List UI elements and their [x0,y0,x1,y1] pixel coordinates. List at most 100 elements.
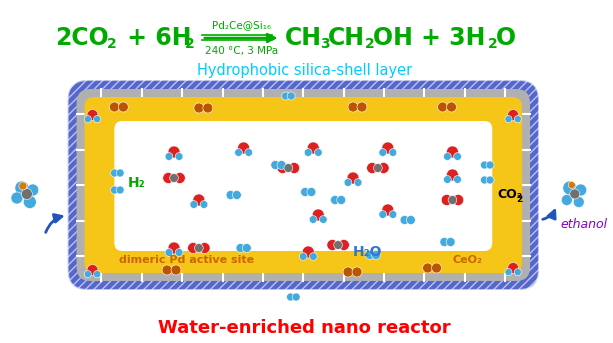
Circle shape [87,109,98,120]
Circle shape [441,194,452,205]
Circle shape [168,242,180,254]
Circle shape [338,239,349,250]
Circle shape [23,196,36,209]
Circle shape [110,186,118,194]
Circle shape [165,249,173,257]
Text: CH: CH [328,26,365,50]
Text: 2: 2 [516,194,522,203]
Circle shape [446,102,457,112]
Circle shape [454,176,462,184]
Circle shape [116,169,124,177]
Circle shape [562,194,573,205]
Circle shape [444,153,451,161]
Circle shape [448,196,457,204]
Circle shape [188,243,199,253]
Circle shape [354,179,362,186]
Circle shape [170,174,178,182]
Text: dimeric Pd active site: dimeric Pd active site [120,255,254,265]
Text: Pd₂Ce@Si₁₆: Pd₂Ce@Si₁₆ [211,20,271,30]
Circle shape [110,169,118,177]
Text: 240 °C, 3 MPa: 240 °C, 3 MPa [205,46,278,56]
Circle shape [357,102,367,112]
FancyBboxPatch shape [115,121,492,251]
Circle shape [389,211,397,218]
Circle shape [514,269,521,276]
Circle shape [292,293,300,301]
Circle shape [454,153,462,161]
Circle shape [568,181,575,189]
Circle shape [481,161,489,169]
Circle shape [174,173,185,184]
Circle shape [162,265,172,275]
Text: O: O [496,26,516,50]
Text: 2: 2 [365,37,375,51]
Circle shape [330,196,340,204]
Circle shape [343,267,353,277]
Circle shape [347,172,359,184]
Circle shape [175,249,183,257]
Circle shape [84,271,91,278]
Circle shape [514,116,521,123]
Circle shape [310,252,317,260]
Circle shape [352,267,362,277]
Circle shape [242,244,251,252]
Circle shape [307,188,316,197]
Circle shape [481,176,489,184]
Circle shape [508,262,519,273]
Circle shape [168,146,180,158]
Text: H₂O: H₂O [353,245,383,259]
Circle shape [382,142,394,154]
FancyBboxPatch shape [85,97,522,273]
Circle shape [284,164,293,173]
Circle shape [327,239,338,250]
Circle shape [118,102,128,112]
Circle shape [193,194,205,206]
Circle shape [277,163,288,174]
Circle shape [165,153,173,161]
Circle shape [302,246,314,258]
Circle shape [194,103,204,113]
Circle shape [310,216,317,223]
Circle shape [486,176,494,184]
Text: 2CO: 2CO [55,26,109,50]
Circle shape [190,201,198,209]
Circle shape [446,237,455,247]
Text: CH: CH [284,26,321,50]
Circle shape [194,244,204,252]
Circle shape [116,186,124,194]
Circle shape [314,149,322,156]
Text: Hydrophobic silica-shell layer: Hydrophobic silica-shell layer [197,62,413,78]
Text: 2: 2 [185,37,195,51]
Circle shape [199,243,210,253]
Text: OH + 3H: OH + 3H [373,26,485,50]
Circle shape [109,102,120,112]
Circle shape [235,149,243,156]
Circle shape [422,263,433,273]
Circle shape [271,161,280,169]
Circle shape [287,92,295,100]
Circle shape [236,244,245,252]
Text: 2: 2 [489,37,498,51]
Circle shape [570,189,580,199]
Circle shape [94,271,101,278]
Text: 3: 3 [320,37,330,51]
Circle shape [300,188,310,197]
Circle shape [406,215,416,225]
Circle shape [438,102,447,112]
Circle shape [575,184,587,196]
Circle shape [277,161,286,169]
Circle shape [365,250,375,260]
Text: Water-enriched nano reactor: Water-enriched nano reactor [159,319,451,337]
Circle shape [573,197,584,208]
Circle shape [94,116,101,123]
FancyBboxPatch shape [77,89,530,281]
Circle shape [432,263,441,273]
Circle shape [446,146,459,158]
Circle shape [312,209,324,221]
Circle shape [11,192,23,204]
Circle shape [27,184,39,196]
Circle shape [379,211,387,218]
Circle shape [344,179,352,186]
Circle shape [373,164,383,173]
Circle shape [175,153,183,161]
